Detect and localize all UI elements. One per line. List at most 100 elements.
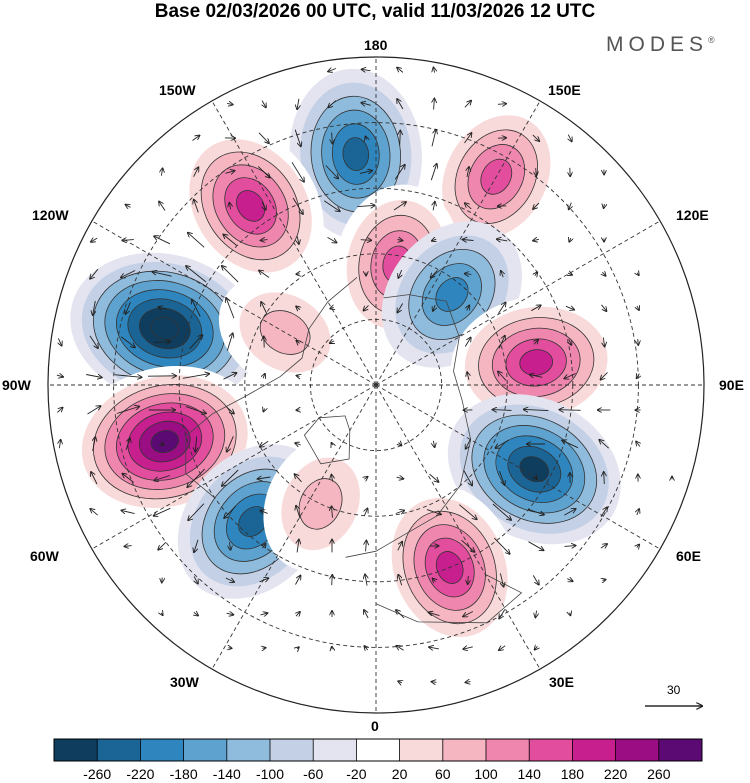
anomaly-cell-12 bbox=[218, 274, 352, 391]
chart-title: Base 02/03/2026 00 UTC, valid 11/03/2026… bbox=[154, 1, 596, 22]
wind-vector-172 bbox=[429, 473, 439, 482]
wind-vector-152 bbox=[295, 443, 301, 445]
colorbar-label-11: 180 bbox=[560, 766, 585, 782]
lon-label-30e: 30E bbox=[549, 674, 574, 690]
wind-vector-199 bbox=[194, 539, 199, 552]
wind-vector-0 bbox=[328, 69, 337, 72]
wind-vector-200 bbox=[230, 542, 231, 550]
colorbar-label-4: -100 bbox=[255, 766, 285, 782]
wind-vector-214 bbox=[194, 576, 198, 583]
wind-vector-198 bbox=[158, 541, 167, 549]
wind-vector-244 bbox=[364, 646, 367, 650]
wind-vector-151 bbox=[260, 440, 269, 446]
wind-vector-184 bbox=[224, 505, 237, 518]
wind-vector-9 bbox=[397, 99, 404, 110]
lon-label-60e: 60E bbox=[676, 548, 701, 564]
wind-vector-70 bbox=[121, 270, 136, 278]
wind-vector-233 bbox=[364, 610, 369, 619]
wind-vector-163 bbox=[122, 474, 134, 483]
wind-vector-21 bbox=[464, 133, 472, 144]
colorbar-segment-3 bbox=[183, 739, 228, 761]
wind-vector-148 bbox=[160, 443, 163, 445]
wind-vector-35 bbox=[536, 168, 537, 176]
wind-vector-246 bbox=[429, 647, 439, 649]
wind-vector-218 bbox=[332, 575, 333, 586]
wind-vector-82 bbox=[568, 273, 572, 275]
wind-vector-56 bbox=[188, 233, 205, 248]
colorbar-label-2: -180 bbox=[169, 766, 198, 782]
meridian-11 bbox=[209, 384, 377, 674]
wind-vector-240 bbox=[228, 648, 231, 649]
wind-vector-126 bbox=[498, 372, 507, 381]
wind-vector-94 bbox=[397, 303, 403, 313]
brand-name: MODES bbox=[606, 33, 709, 56]
colorbar-segment-1 bbox=[97, 739, 141, 761]
wind-vector-8 bbox=[361, 103, 371, 106]
wind-vector-89 bbox=[226, 298, 235, 319]
wind-vector-107 bbox=[226, 333, 232, 351]
wind-vector-43 bbox=[292, 197, 303, 214]
wind-vector-62 bbox=[397, 240, 403, 241]
colorbar-segment-9 bbox=[442, 739, 487, 761]
wind-vector-217 bbox=[295, 576, 301, 585]
colorbar-frame bbox=[53, 738, 703, 762]
wind-vector-202 bbox=[297, 540, 299, 553]
wind-vector-118 bbox=[86, 375, 102, 378]
wind-vector-207 bbox=[461, 539, 475, 552]
wind-vector-161 bbox=[636, 442, 640, 447]
wind-vector-223 bbox=[500, 573, 503, 586]
wind-vector-201 bbox=[262, 544, 265, 549]
lon-label-0: 0 bbox=[371, 718, 379, 734]
meridian-2 bbox=[375, 384, 665, 552]
wind-vector-30 bbox=[325, 165, 338, 179]
wind-vector-209 bbox=[528, 541, 544, 551]
wind-vector-119 bbox=[114, 375, 142, 378]
wind-vector-195 bbox=[600, 507, 607, 517]
wind-vector-38 bbox=[126, 205, 131, 208]
wind-vector-2 bbox=[397, 68, 404, 73]
wind-vector-187 bbox=[332, 506, 333, 518]
wind-vector-186 bbox=[296, 506, 301, 519]
wind-vector-224 bbox=[532, 575, 539, 584]
wind-vector-124 bbox=[297, 376, 300, 377]
wind-vector-175 bbox=[535, 477, 537, 479]
colorbar-label-1: -220 bbox=[126, 766, 155, 782]
wind-vector-242 bbox=[297, 647, 299, 649]
wind-vector-222 bbox=[468, 575, 469, 584]
brand-mark: ® bbox=[708, 35, 715, 45]
wind-vector-83 bbox=[602, 272, 605, 276]
wind-vector-180 bbox=[90, 509, 98, 516]
wind-vector-230 bbox=[260, 613, 268, 615]
wind-vector-80 bbox=[501, 271, 503, 278]
wind-vector-93 bbox=[364, 305, 369, 310]
wind-vector-84 bbox=[637, 273, 639, 275]
wind-vector-131 bbox=[57, 408, 62, 413]
wind-vector-113 bbox=[534, 340, 538, 345]
wind-vector-194 bbox=[564, 509, 575, 516]
colorbar-segment-5 bbox=[270, 739, 314, 761]
wind-vector-54 bbox=[122, 240, 134, 241]
wind-vector-6 bbox=[297, 98, 299, 109]
wind-vector-27 bbox=[225, 171, 235, 174]
colorbar-label-0: -260 bbox=[83, 766, 112, 782]
colorbar-segment-4 bbox=[226, 739, 271, 761]
colorbar-label-6: -20 bbox=[346, 766, 367, 782]
wind-vector-171 bbox=[396, 477, 404, 479]
wind-vector-50 bbox=[533, 202, 540, 209]
wind-vector-52 bbox=[604, 204, 605, 208]
wind-vector-46 bbox=[393, 202, 406, 211]
wind-vector-109 bbox=[296, 341, 299, 344]
wind-vector-92 bbox=[330, 307, 334, 308]
wind-vector-85 bbox=[93, 300, 96, 315]
wind-vector-101 bbox=[637, 306, 639, 310]
colorbar-segment-13 bbox=[615, 739, 660, 761]
wind-vector-188 bbox=[365, 509, 368, 516]
wind-vector-29 bbox=[291, 162, 304, 181]
wind-vector-71 bbox=[152, 272, 172, 277]
colorbar-segment-12 bbox=[572, 739, 617, 761]
wind-vector-248 bbox=[499, 646, 506, 650]
colorbar-label-5: -60 bbox=[303, 766, 324, 782]
wind-vector-191 bbox=[459, 504, 476, 520]
lon-label-120e: 120E bbox=[676, 207, 709, 223]
